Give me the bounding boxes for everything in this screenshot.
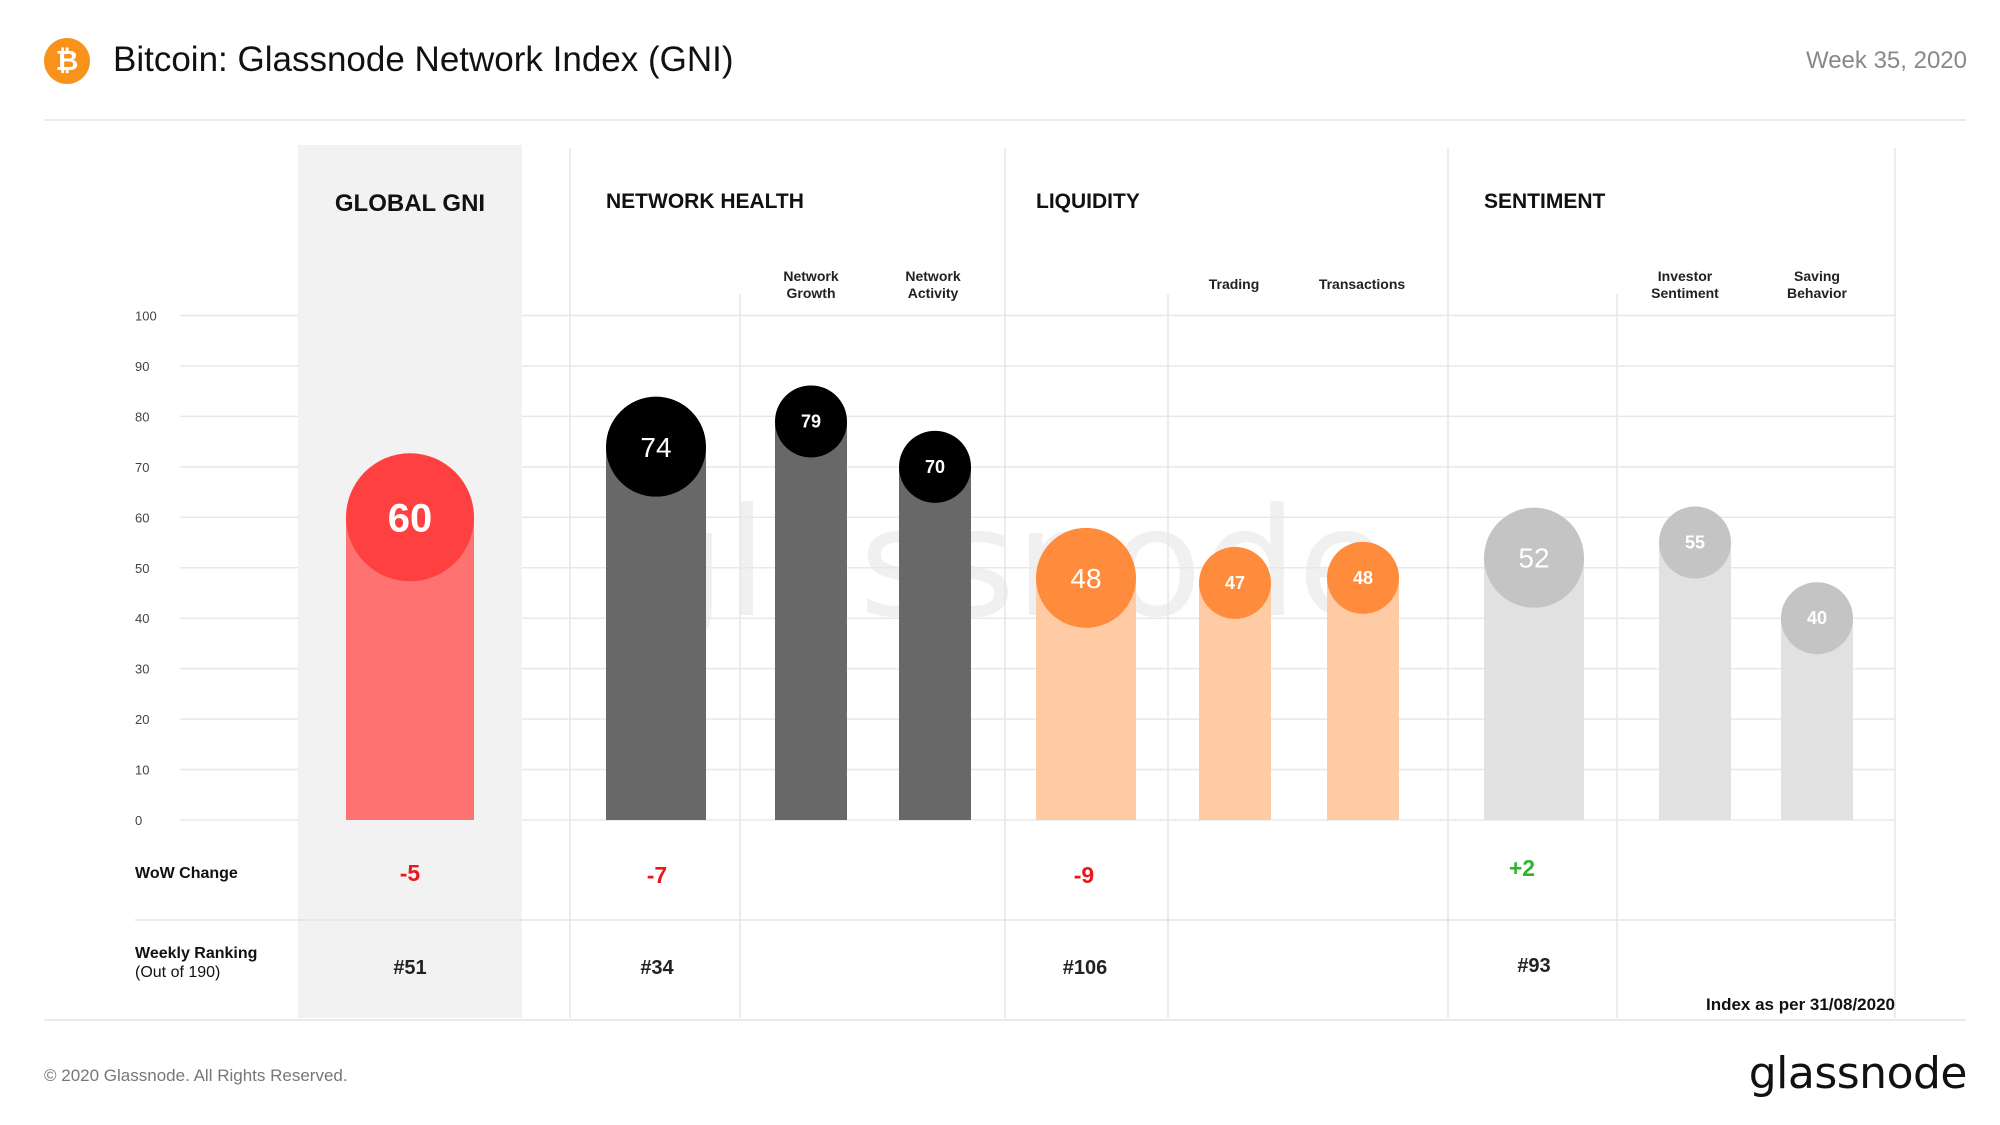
sentiment-saving-behavior-label: Behavior <box>1787 285 1847 301</box>
svg-text:₿: ₿ <box>56 44 79 77</box>
network-health-network-activity-label: Network <box>905 268 960 284</box>
global-gni-wow-change: -5 <box>400 860 421 886</box>
sentiment-value-bubble <box>1484 507 1584 608</box>
network-health-network-growth-label: Network <box>783 268 838 284</box>
sentiment-investor-sentiment-value-bubble <box>1659 506 1731 579</box>
y-tick-label: 30 <box>135 662 149 677</box>
liquidity-wow-change: -9 <box>1074 862 1094 888</box>
liquidity-trading-value-bubble <box>1199 546 1271 619</box>
sentiment-ranking: #93 <box>1517 955 1550 977</box>
network-health-network-growth-value-label: 79 <box>801 411 821 431</box>
global-gni-heading: GLOBAL GNI <box>335 190 485 217</box>
y-tick-label: 80 <box>135 409 149 424</box>
network-health-ranking: #34 <box>640 957 674 979</box>
liquidity-value-label: 48 <box>1070 563 1101 594</box>
sentiment-investor-sentiment-label: Sentiment <box>1651 285 1719 301</box>
week-label: Week 35, 2020 <box>1805 47 1967 74</box>
y-tick-label: 0 <box>135 813 142 828</box>
sentiment-saving-behavior-label: Saving <box>1794 268 1840 284</box>
global-gni-value-bubble <box>346 453 474 582</box>
liquidity-value-bubble <box>1036 527 1136 628</box>
y-tick-label: 50 <box>135 561 149 576</box>
footer-brand-logo: glassnode <box>1748 1048 1968 1099</box>
sentiment-saving-behavior-value-label: 40 <box>1807 608 1827 628</box>
liquidity-transactions-label: Transactions <box>1319 276 1406 292</box>
network-health-network-growth-value-bubble <box>775 385 847 458</box>
y-tick-label: 10 <box>135 763 149 778</box>
y-tick-label: 60 <box>135 510 149 525</box>
liquidity-trading-bar <box>1199 582 1271 820</box>
network-health-network-growth-bar <box>775 421 847 820</box>
sentiment-investor-sentiment-bar <box>1659 542 1731 820</box>
network-health-wow-change: -7 <box>647 862 667 888</box>
sentiment-value-label: 52 <box>1518 543 1549 574</box>
copyright-text: © 2020 Glassnode. All Rights Reserved. <box>44 1066 348 1085</box>
sentiment-saving-behavior-value-bubble <box>1781 582 1853 655</box>
network-health-network-activity-value-bubble <box>899 430 971 503</box>
watermark-text: glassnode <box>630 477 1389 651</box>
liquidity-transactions-value-bubble <box>1327 541 1399 614</box>
liquidity-transactions-value-label: 48 <box>1353 568 1373 588</box>
liquidity-heading: LIQUIDITY <box>1036 190 1140 213</box>
index-date-note: Index as per 31/08/2020 <box>1705 995 1895 1014</box>
y-tick-label: 40 <box>135 611 149 626</box>
global-gni-ranking: #51 <box>393 957 426 979</box>
page-title: Bitcoin: Glassnode Network Index (GNI) <box>113 40 734 79</box>
sentiment-investor-sentiment-label: Investor <box>1658 268 1713 284</box>
liquidity-trading-label: Trading <box>1209 276 1260 292</box>
network-health-value-label: 74 <box>640 432 671 463</box>
y-tick-label: 90 <box>135 359 149 374</box>
sentiment-investor-sentiment-value-label: 55 <box>1685 533 1705 553</box>
wow-change-label: WoW Change <box>135 865 238 882</box>
network-health-heading: NETWORK HEALTH <box>606 190 804 213</box>
network-health-network-growth-label: Growth <box>787 285 836 301</box>
y-tick-label: 70 <box>135 460 149 475</box>
y-tick-label: 100 <box>135 309 157 324</box>
weekly-ranking-label: Weekly Ranking <box>135 945 257 962</box>
network-health-bar <box>606 446 706 820</box>
weekly-ranking-sublabel: (Out of 190) <box>135 964 220 981</box>
liquidity-trading-value-label: 47 <box>1225 573 1245 593</box>
y-tick-label: 20 <box>135 712 149 727</box>
bitcoin-icon: ₿ <box>44 38 90 84</box>
network-health-network-activity-label: Activity <box>908 285 959 301</box>
network-health-value-bubble <box>606 396 706 497</box>
network-health-network-activity-value-label: 70 <box>925 457 945 477</box>
liquidity-ranking: #106 <box>1063 957 1108 979</box>
header: ₿ Bitcoin: Glassnode Network Index (GNI)… <box>0 0 2000 120</box>
network-health-network-activity-bar <box>899 466 971 820</box>
sentiment-heading: SENTIMENT <box>1484 190 1606 213</box>
global-gni-value-label: 60 <box>388 497 433 541</box>
sentiment-wow-change: +2 <box>1509 855 1535 881</box>
liquidity-transactions-bar <box>1327 577 1399 820</box>
